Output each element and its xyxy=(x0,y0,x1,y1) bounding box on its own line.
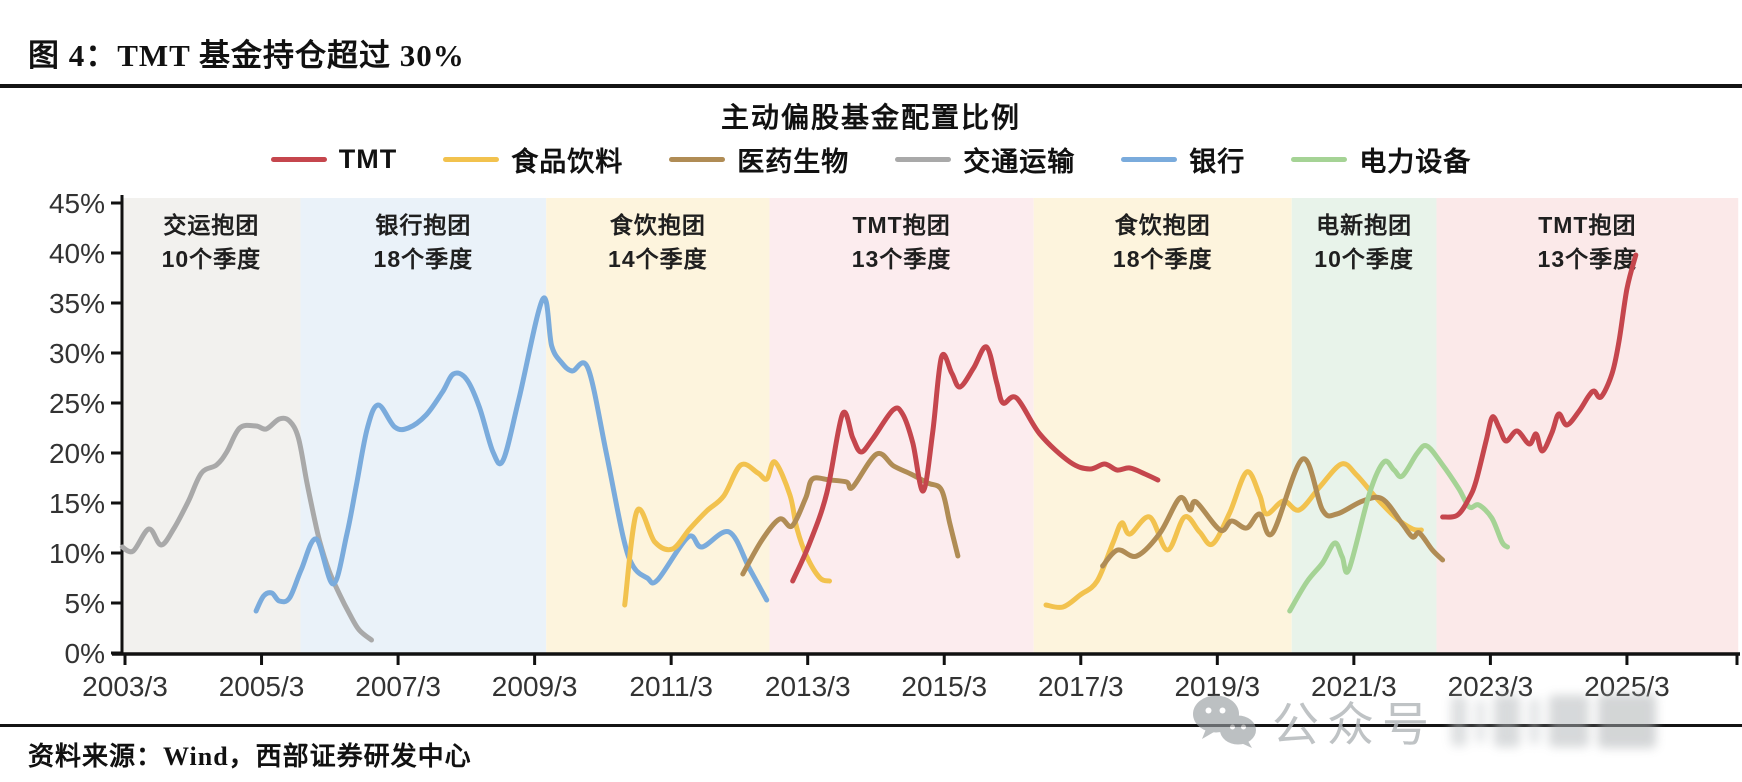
legend-item-医药生物: 医药生物 xyxy=(669,140,849,179)
legend-label: 电力设备 xyxy=(1359,147,1472,177)
legend-swatch xyxy=(669,157,726,162)
legend-item-食品饮料: 食品饮料 xyxy=(443,140,623,179)
legend-label: 交通运输 xyxy=(963,147,1076,177)
x-tick-label: 2003/3 xyxy=(82,671,168,702)
x-tick-label: 2021/3 xyxy=(1311,671,1397,702)
legend-item-TMT: TMT xyxy=(270,144,398,175)
figure-title: 图 4：TMT 基金持仓超过 30% xyxy=(28,38,465,73)
region-band xyxy=(769,198,1034,655)
region-label: 10个季度 xyxy=(162,246,262,272)
legend-swatch xyxy=(1291,157,1348,162)
legend-swatch xyxy=(1121,157,1178,162)
blur-block xyxy=(1451,695,1467,746)
region-label: 13个季度 xyxy=(852,246,952,272)
y-tick-label: 25% xyxy=(49,388,105,419)
watermark-label: 公众号 xyxy=(1272,698,1437,751)
y-tick-label: 15% xyxy=(49,488,105,519)
region-label: TMT抱团 xyxy=(852,212,950,238)
region-label: 14个季度 xyxy=(608,246,708,272)
series-line-医药生物 xyxy=(1100,456,1446,569)
series-line-电力设备 xyxy=(1287,443,1510,614)
legend-label: TMT xyxy=(338,144,398,174)
series-line-银行 xyxy=(253,295,770,614)
legend-swatch xyxy=(270,157,327,162)
region-label: 电新抱团 xyxy=(1316,212,1412,238)
x-tick-label: 2007/3 xyxy=(355,671,441,702)
legend-swatch xyxy=(895,157,952,162)
legend-item-银行: 银行 xyxy=(1121,140,1245,179)
legend-swatch xyxy=(443,157,500,162)
region-label: TMT抱团 xyxy=(1538,212,1636,238)
blur-block xyxy=(1476,698,1485,743)
legend-label: 医药生物 xyxy=(737,147,850,177)
region-band xyxy=(1291,198,1437,655)
y-tick-label: 0% xyxy=(65,638,105,669)
legend-item-电力设备: 电力设备 xyxy=(1291,140,1471,179)
footer-divider-line xyxy=(0,724,1742,727)
x-tick-label: 2011/3 xyxy=(629,671,713,702)
y-tick-label: 30% xyxy=(49,338,105,369)
region-label: 食饮抱团 xyxy=(1115,212,1211,238)
legend-label: 银行 xyxy=(1189,147,1246,177)
legend-item-交通运输: 交通运输 xyxy=(895,140,1075,179)
series-line-TMT xyxy=(1440,252,1639,520)
region-label: 银行抱团 xyxy=(375,212,471,238)
x-tick-label: 2017/3 xyxy=(1038,671,1124,702)
region-band xyxy=(300,198,547,655)
region-label: 18个季度 xyxy=(374,246,474,272)
series-line-食品饮料 xyxy=(1043,461,1424,610)
region-band xyxy=(1033,198,1292,655)
series-line-食品饮料 xyxy=(622,459,832,608)
blur-block xyxy=(1549,694,1589,747)
y-tick-label: 35% xyxy=(49,288,105,319)
x-tick-label: 2009/3 xyxy=(492,671,578,702)
series-line-TMT xyxy=(790,344,1161,584)
wechat-watermark: 公众号 xyxy=(1192,686,1656,755)
y-tick-label: 5% xyxy=(65,588,105,619)
legend-label: 食品饮料 xyxy=(511,147,624,177)
y-tick-label: 40% xyxy=(49,238,105,269)
region-label: 18个季度 xyxy=(1113,246,1213,272)
chart-legend: TMT 食品饮料 医药生物 交通运输 银行 电力设备 xyxy=(0,140,1742,179)
x-tick-label: 2013/3 xyxy=(765,671,851,702)
source-note: 资料来源：Wind，西部证券研发中心 xyxy=(28,742,472,771)
y-tick-label: 10% xyxy=(49,538,105,569)
x-tick-label: 2005/3 xyxy=(219,671,305,702)
y-tick-label: 45% xyxy=(49,188,105,219)
region-label: 13个季度 xyxy=(1538,246,1638,272)
blur-block xyxy=(1529,697,1540,744)
redacted-text-blur xyxy=(1451,693,1656,748)
chart-title: 主动偏股基金配置比例 xyxy=(720,102,1021,133)
region-label: 交运抱团 xyxy=(163,212,259,238)
region-label: 10个季度 xyxy=(1314,246,1414,272)
blur-block xyxy=(1494,694,1520,747)
series-line-医药生物 xyxy=(740,450,961,577)
y-tick-label: 20% xyxy=(49,438,105,469)
title-divider-line xyxy=(0,84,1742,88)
region-label: 食饮抱团 xyxy=(610,212,706,238)
series-line-交通运输 xyxy=(119,415,374,643)
blur-block xyxy=(1598,693,1656,748)
x-tick-label: 2015/3 xyxy=(901,671,987,702)
wechat-icon xyxy=(1193,695,1256,748)
